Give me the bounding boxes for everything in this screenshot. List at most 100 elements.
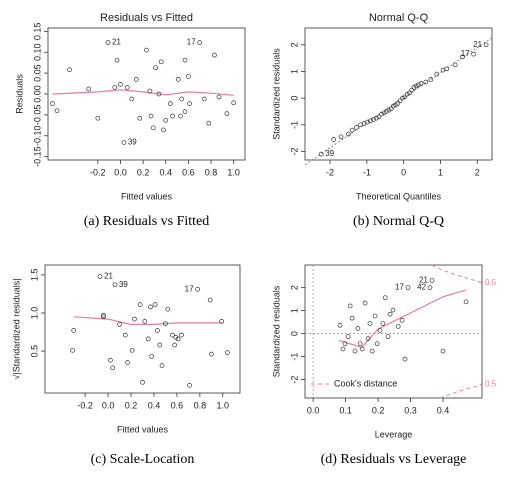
point [380, 321, 386, 326]
point [379, 111, 384, 117]
point [112, 84, 118, 90]
point [163, 117, 169, 123]
x-tick-label: 0.0 [114, 167, 127, 177]
point [150, 125, 156, 131]
point [54, 108, 60, 114]
point [201, 96, 207, 102]
x-tick-label: 0 [401, 167, 406, 177]
point-label: 17 [185, 284, 194, 293]
point [399, 317, 405, 323]
point [145, 336, 151, 342]
point [338, 134, 344, 140]
point-label: 39 [128, 138, 137, 147]
point [452, 62, 458, 68]
point [206, 120, 212, 126]
point [216, 94, 222, 100]
point [148, 304, 153, 310]
point [112, 282, 118, 288]
point [70, 347, 75, 353]
point [125, 360, 130, 365]
point-label: 17 [461, 49, 470, 58]
point [365, 336, 371, 341]
point [175, 336, 181, 342]
point [170, 113, 175, 119]
point [153, 65, 158, 71]
y-tick-label: -0.10 [32, 126, 42, 147]
y-tick-label: 1 [289, 308, 299, 313]
point [427, 285, 433, 290]
point [207, 297, 213, 303]
point [50, 101, 55, 106]
point [444, 66, 450, 72]
point [212, 52, 217, 58]
y-tick-label: 2 [289, 42, 299, 47]
point [129, 96, 135, 102]
x-tick-label: 0.2 [372, 405, 385, 415]
y-tick-label: -0.05 [32, 105, 42, 126]
point [163, 321, 168, 327]
x-tick-label: 0.4 [437, 405, 450, 415]
point [86, 86, 92, 92]
x-tick-label: 0.2 [137, 167, 150, 177]
point [118, 82, 123, 87]
cooks-contour [439, 383, 483, 399]
point [354, 125, 359, 130]
point [182, 57, 188, 63]
y-tick-label: -2 [289, 376, 299, 384]
plot-frame [44, 264, 241, 394]
point [346, 131, 351, 137]
point [349, 127, 355, 133]
point [374, 115, 379, 121]
point [416, 82, 421, 88]
y-tick-label: 0.05 [32, 64, 42, 82]
x-tick-label: 0.8 [194, 400, 207, 410]
point [101, 314, 106, 320]
x-tick-label: -0.2 [90, 167, 106, 177]
y-tick-label: 1 [289, 69, 299, 74]
point [121, 140, 127, 145]
point-label: 39 [119, 280, 128, 289]
point [132, 316, 137, 322]
x-tick-label: -0.2 [77, 400, 93, 410]
y-tick-label: 0 [289, 96, 299, 101]
point [418, 81, 424, 86]
point-label: 17 [187, 38, 196, 47]
x-tick-label: 0.6 [182, 167, 195, 177]
point [97, 274, 103, 279]
point [387, 311, 393, 317]
point [376, 114, 382, 120]
y-tick-label: 0 [289, 331, 299, 336]
point [460, 54, 465, 60]
point [397, 98, 403, 104]
point [318, 151, 324, 157]
chart-title: Normal Q-Q [369, 12, 429, 24]
point [71, 328, 77, 333]
point [186, 74, 191, 79]
point [434, 71, 440, 77]
x-tick-label: 1.0 [217, 400, 230, 410]
point [342, 341, 348, 347]
point [148, 113, 154, 119]
point [377, 328, 383, 333]
point [483, 42, 489, 48]
point [179, 332, 184, 338]
point-label: 39 [325, 149, 334, 158]
point-label: 21 [104, 272, 113, 281]
point [167, 101, 173, 106]
point [129, 347, 135, 353]
point [359, 346, 365, 352]
point [67, 67, 72, 73]
plot-frame [304, 27, 493, 161]
point [402, 356, 408, 362]
point [208, 351, 214, 357]
point [331, 137, 337, 142]
x-tick-label: 0.0 [307, 405, 320, 415]
point [471, 51, 476, 57]
point [108, 357, 113, 363]
point [195, 287, 200, 292]
point [124, 84, 130, 90]
point [105, 40, 111, 45]
smooth-line [338, 289, 466, 349]
contour-level: 0.5 [485, 379, 497, 388]
y-axis-label: Residuals [14, 74, 24, 114]
